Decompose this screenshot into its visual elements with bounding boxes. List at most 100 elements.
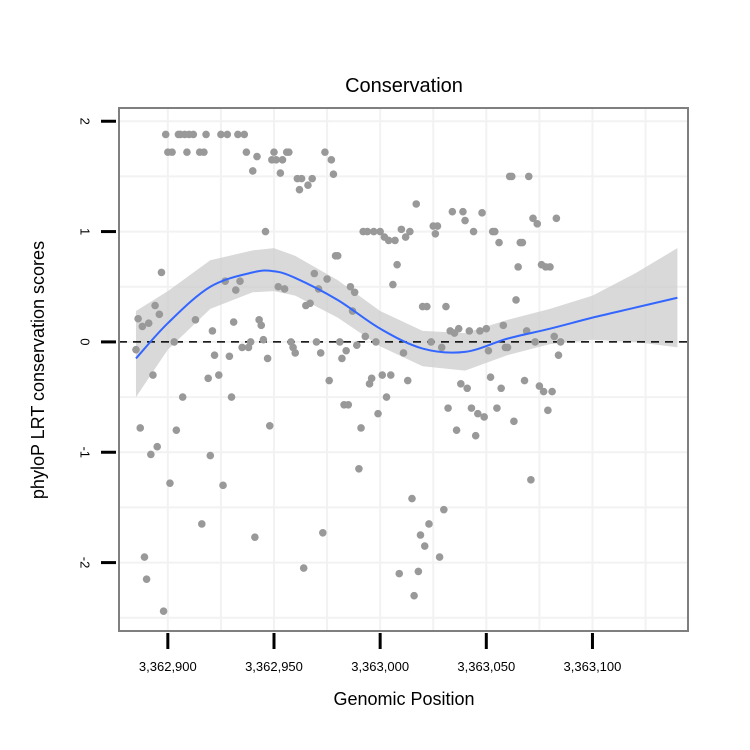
data-point [461, 216, 469, 225]
data-point [159, 607, 168, 615]
data-point [299, 564, 308, 572]
data-point [524, 172, 533, 181]
data-point [486, 373, 495, 382]
data-point [248, 167, 257, 175]
data-point [261, 227, 270, 236]
data-point [427, 338, 435, 346]
data-point [321, 148, 329, 156]
plot-area [118, 107, 689, 632]
data-point [471, 431, 480, 440]
data-point [161, 130, 170, 139]
data-point [240, 130, 249, 139]
data-point [134, 314, 142, 323]
x-axis-tick-label: 3,362,900 [139, 659, 197, 674]
data-point [499, 321, 508, 330]
data-point [297, 174, 306, 183]
data-point [251, 533, 259, 542]
data-point [310, 269, 319, 278]
data-point [454, 324, 463, 333]
data-point [440, 505, 448, 514]
data-point [503, 343, 512, 352]
data-point [312, 338, 321, 346]
data-point [463, 384, 471, 393]
data-point [338, 354, 346, 363]
data-point [490, 227, 499, 236]
data-point [399, 349, 408, 357]
data-point [198, 520, 206, 528]
data-point [257, 321, 266, 330]
data-point [276, 169, 285, 177]
data-point [147, 450, 155, 459]
x-axis-tick-labels: 3,362,900 3,362,950 3,363,000 3,363,050 3,36… [139, 659, 621, 674]
data-point [548, 387, 556, 396]
y-axis-tick-label: 2 [77, 118, 92, 125]
data-point [308, 174, 317, 183]
data-point [238, 343, 246, 352]
data-point [323, 275, 331, 283]
data-point [217, 130, 225, 139]
data-point [344, 401, 353, 409]
data-point [168, 148, 176, 156]
chart-title: Conservation [345, 75, 463, 97]
data-point [410, 591, 418, 600]
data-point [157, 268, 166, 277]
data-point [231, 286, 240, 294]
data-point [435, 553, 444, 561]
y-axis-tick-label: 1 [77, 228, 92, 235]
data-point [327, 156, 336, 164]
x-axis-tick-label: 3,362,950 [245, 659, 303, 674]
data-point [210, 351, 219, 359]
x-axis-ticks [166, 633, 594, 649]
data-point [234, 130, 242, 139]
data-point [476, 327, 484, 335]
data-point [138, 322, 147, 331]
x-axis-title: Genomic Position [333, 689, 474, 709]
data-point [219, 481, 227, 490]
data-point [189, 130, 198, 139]
data-point [278, 156, 287, 164]
data-point [270, 148, 278, 156]
data-point [378, 371, 387, 379]
data-point [554, 351, 563, 359]
data-point [495, 238, 503, 247]
x-axis-tick-label: 3,363,000 [351, 659, 409, 674]
data-point [465, 327, 474, 335]
data-point [170, 338, 179, 346]
data-point [425, 520, 433, 528]
data-point [389, 280, 397, 289]
data-point [406, 227, 414, 236]
plot-border [118, 107, 689, 632]
data-point [386, 371, 395, 379]
data-point [546, 263, 554, 271]
data-point [533, 220, 542, 228]
data-point [372, 338, 380, 346]
data-point [333, 252, 342, 260]
data-point [474, 409, 482, 418]
y-axis-tick-label: -2 [77, 557, 92, 569]
data-point [291, 349, 300, 357]
data-point [433, 222, 442, 230]
data-point [132, 345, 140, 354]
y-axis-tick-label: 0 [77, 338, 92, 345]
data-point [452, 426, 461, 434]
data-point [265, 421, 274, 430]
data-point [206, 451, 215, 460]
data-point [151, 301, 159, 310]
data-point [497, 384, 505, 393]
data-point [136, 424, 145, 432]
data-point [403, 376, 412, 385]
y-axis-title: phyloP LRT conservation scores [28, 241, 48, 499]
data-point [518, 238, 527, 247]
data-point [512, 296, 520, 304]
data-point [316, 349, 325, 357]
data-point [448, 207, 457, 216]
data-point [263, 354, 272, 363]
data-point [529, 214, 537, 223]
data-point [416, 531, 425, 539]
data-point [352, 341, 361, 350]
data-point [395, 569, 404, 578]
data-point [166, 479, 174, 487]
data-point [200, 148, 208, 156]
data-point [531, 338, 539, 346]
